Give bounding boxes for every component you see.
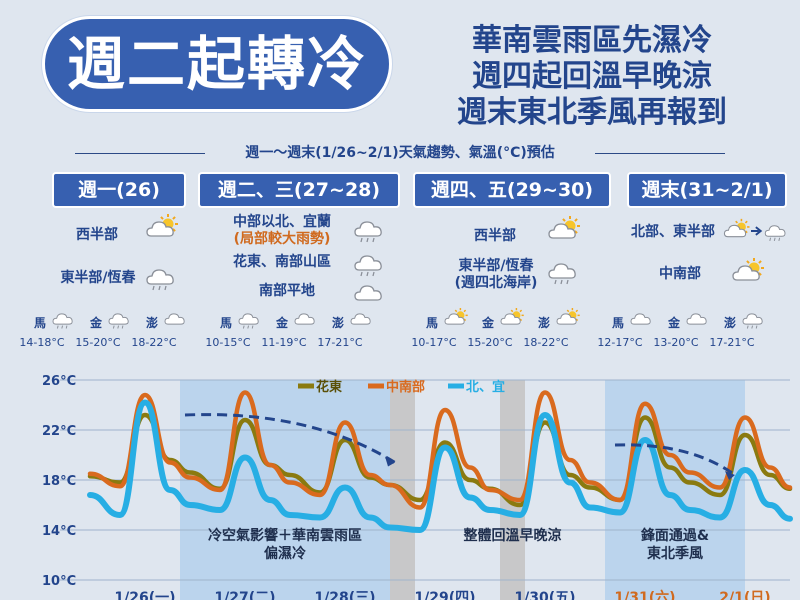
region-text: 中部以北、宜蘭 [233,214,331,230]
station-name: 馬 [34,316,47,330]
cloud-rain-icon [106,308,134,330]
station-name: 金 [90,316,103,330]
cloud-icon [684,308,712,330]
period-annotation: 鋒面通過& [640,527,709,544]
station-name: 澎 [724,316,737,330]
tab-tue-wed: 週二、三(27~28) [198,172,400,208]
station-name: 馬 [220,316,233,330]
x-tick-label: 1/31(六) [614,589,675,600]
cloud-icon [162,308,190,330]
y-tick-label: 18°C [42,474,76,489]
forecast-heading-row: 週一～週末(1/26~2/1)天氣趨勢、氣溫(°C)預估 [0,142,800,164]
station-temp-range: 17-21°C [317,336,363,349]
station-temp-range: 13-20°C [653,336,699,349]
page-title: 週二起轉冷 [42,16,392,112]
station-temp-range: 18-22°C [523,336,569,349]
subtitle-line-1: 華南雲雨區先濕冷 [472,23,712,58]
shaded-period [500,380,525,600]
cloud-rain-icon [740,308,768,330]
station-name: 金 [668,316,681,330]
region-text: 中南部 [659,266,701,282]
x-tick-label: 1/30(五) [514,590,575,600]
y-tick-label: 14°C [42,524,76,539]
cloud-rain-icon [144,262,180,292]
tab-thu-fri: 週四、五(29~30) [413,172,611,208]
y-tick-label: 10°C [42,574,76,589]
trend-arrow [184,413,396,464]
region-text-with-warning: 東半部/恆春 (週四北海岸) [436,258,556,292]
x-tick-label: 1/26(一) [114,590,175,600]
legend-label: 中南部 [386,379,425,395]
trend-arrow-head [385,456,395,467]
station-temp-range: 14-18°C [19,336,65,349]
sun-cloud-icon [442,308,470,330]
cloud-icon [292,308,320,330]
sun-cloud-icon [546,216,582,246]
series-line [87,390,793,510]
x-tick-label: 2/1(日) [719,590,770,600]
region-text: 北部、東半部 [631,224,715,240]
cloud-rain-icon [50,308,78,330]
cloud-rain-icon [236,308,264,330]
tab-monday: 週一(26) [52,172,186,208]
station-temp-range: 17-21°C [709,336,755,349]
x-tick-label: 1/29(四) [414,590,475,600]
region-text-with-warning: 中部以北、宜蘭 (局部較大雨勢) [212,214,352,248]
heading-rule-right [595,153,725,154]
station-name: 馬 [612,316,625,330]
period-annotation: 整體回溫早晚涼 [463,527,562,544]
trend-arrow-head [725,471,735,480]
station-temp-range: 18-22°C [131,336,177,349]
station-name: 澎 [146,316,159,330]
region-text: 西半部 [76,227,118,243]
tab-weekend: 週末(31~2/1) [627,172,787,208]
heading-rule-left [75,153,205,154]
region-text: 西半部 [474,228,516,244]
station-temp-range: 15-20°C [467,336,513,349]
legend-label: 花東 [316,379,342,395]
period-annotation: 偏濕冷 [264,545,306,562]
y-tick-label: 22°C [42,424,76,439]
station-temp-range: 12-17°C [597,336,643,349]
region-text: 花東、南部山區 [233,254,331,270]
region-warning: (週四北海岸) [454,275,538,291]
sun-cloud-to-rain-icon [722,216,790,246]
station-name: 澎 [538,316,551,330]
subtitle-line-2: 週四起回溫早晚涼 [472,59,712,94]
cloud-icon [628,308,656,330]
legend-label: 北、宜 [466,379,505,395]
period-annotation: 冷空氣影響＋華南雲雨區 [208,527,362,544]
station-name: 澎 [332,316,345,330]
cloud-icon [352,278,388,308]
region-text: 東半部/恆春 [60,270,136,286]
sun-cloud-icon [554,308,582,330]
period-annotation: 東北季風 [647,545,703,562]
sun-cloud-icon [498,308,526,330]
sun-cloud-icon [730,258,766,288]
station-temp-range: 10-17°C [411,336,457,349]
cloud-icon [348,308,376,330]
region-warning: (局部較大雨勢) [233,231,331,247]
sun-cloud-icon [144,214,180,244]
station-temp-range: 10-15°C [205,336,251,349]
station-name: 金 [482,316,495,330]
x-tick-label: 1/28(三) [314,590,375,600]
region-text: 南部平地 [259,283,315,299]
cloud-rain-icon [546,256,582,286]
subtitle-line-3: 週末東北季風再報到 [457,95,727,130]
region-text: 東半部/恆春 [458,258,534,274]
station-name: 金 [276,316,289,330]
cloud-rain-icon [352,248,388,278]
series-line [87,399,793,534]
cloud-rain-icon [352,214,388,244]
y-tick-label: 26°C [42,374,76,389]
station-temp-range: 15-20°C [75,336,121,349]
station-temp-range: 11-19°C [261,336,307,349]
x-tick-label: 1/27(二) [214,590,275,600]
station-name: 馬 [426,316,439,330]
forecast-heading: 週一～週末(1/26~2/1)天氣趨勢、氣溫(°C)預估 [245,145,555,161]
trend-arrow [614,443,736,477]
